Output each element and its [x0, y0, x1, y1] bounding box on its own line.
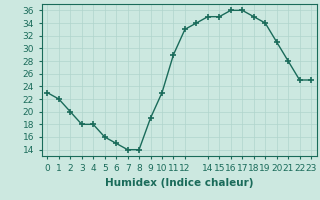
X-axis label: Humidex (Indice chaleur): Humidex (Indice chaleur): [105, 178, 253, 188]
